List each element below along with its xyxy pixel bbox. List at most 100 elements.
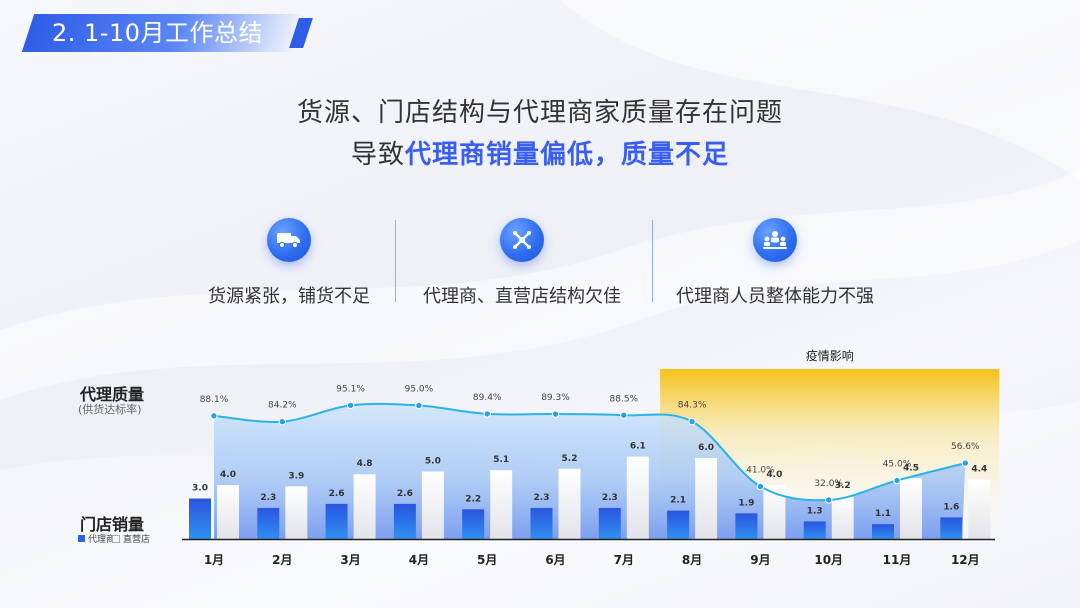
quality-point-label: 45.0% <box>883 460 912 470</box>
agent-bar <box>940 517 963 539</box>
quality-point-label: 88.5% <box>610 394 639 404</box>
month-tick-label: 3月 <box>340 553 360 567</box>
quality-point <box>415 401 423 410</box>
direct-bar <box>968 479 991 539</box>
quality-point <box>825 496 833 504</box>
agent-bar <box>803 521 826 539</box>
quality-point-label: 84.3% <box>678 401 707 411</box>
quality-point <box>551 410 560 418</box>
direct-bar <box>626 456 649 539</box>
feature-label: 代理商、直营店结构欠佳 <box>423 286 621 307</box>
truck-icon <box>267 218 311 262</box>
agent-bar-label: 2.6 <box>397 489 413 499</box>
agent-bar-label: 2.1 <box>670 496 686 506</box>
month-tick-label: 11月 <box>883 553 912 567</box>
agent-bar-label: 3.0 <box>192 484 208 494</box>
agent-bar <box>530 507 553 539</box>
agent-bar-label: 2.3 <box>602 493 618 503</box>
agent-bar <box>667 510 690 539</box>
quality-point <box>210 412 218 420</box>
agent-bar-label: 1.9 <box>738 498 754 508</box>
direct-bar-label: 4.5 <box>903 463 919 473</box>
headline-line1: 货源、门店结构与代理商家质量存在问题 <box>296 98 783 128</box>
quality-point <box>483 410 491 418</box>
quality-point <box>688 417 696 426</box>
direct-bar <box>490 470 513 539</box>
feature-divider <box>652 220 653 302</box>
quality-point-label: 84.2% <box>268 401 297 411</box>
month-tick-label: 1月 <box>204 553 224 567</box>
direct-bar <box>695 458 718 539</box>
quality-point-label: 89.4% <box>473 393 502 403</box>
sales-row-label: 门店销量 <box>80 515 145 534</box>
month-tick-label: 10月 <box>814 553 843 567</box>
direct-bar <box>831 495 854 539</box>
agent-bar-label: 2.3 <box>260 493 276 503</box>
quality-row-sublabel: (供货达标率) <box>78 403 142 416</box>
direct-bar-label: 4.4 <box>971 465 987 475</box>
agent-bar <box>393 503 416 539</box>
feature-supply: 货源紧张，铺货不足 <box>159 218 419 308</box>
month-tick-label: 4月 <box>409 553 429 567</box>
direct-bar-label: 4.8 <box>357 459 373 469</box>
headline-highlight: 代理商销量偏低，质量不足 <box>405 140 730 170</box>
feature-team: 代理商人员整体能力不强 <box>645 218 905 308</box>
month-tick-label: 5月 <box>477 553 497 567</box>
direct-bar-label: 5.0 <box>425 457 441 467</box>
feature-label: 代理商人员整体能力不强 <box>676 286 874 307</box>
page-title: 2. 1-10月工作总结 <box>52 19 263 47</box>
headline-line2: 导致代理商销量偏低，质量不足 <box>0 134 1080 171</box>
month-tick-label: 12月 <box>951 553 980 567</box>
quality-point-label: 89.3% <box>541 393 570 403</box>
direct-bar <box>763 485 786 539</box>
month-tick-label: 7月 <box>614 553 634 567</box>
quality-sales-chart: 疫情影响 88.1% 84.2% 95.1% 95.0% 89.4% 89.3% 88.5%… <box>182 348 1000 567</box>
quality-line <box>213 402 966 502</box>
agent-bar-label: 1.1 <box>875 509 891 519</box>
agent-bar-label: 1.6 <box>943 502 959 512</box>
feature-divider <box>395 220 396 302</box>
agent-bar-label: 2.2 <box>465 494 481 504</box>
direct-bar <box>285 486 308 539</box>
direct-bar-label: 3.2 <box>835 481 851 491</box>
quality-point <box>346 401 355 410</box>
direct-bar-label: 5.1 <box>493 455 509 465</box>
structure-icon <box>500 218 544 262</box>
quality-point-label: 95.0% <box>405 385 434 395</box>
quality-point <box>961 459 969 467</box>
agent-bar <box>735 513 758 539</box>
direct-bar <box>558 468 581 539</box>
month-tick-label: 8月 <box>682 553 702 567</box>
team-icon <box>753 218 797 262</box>
quality-point-label: 95.1% <box>336 384 365 394</box>
direct-bar-label: 6.0 <box>698 443 714 453</box>
quality-point <box>278 418 286 426</box>
feature-structure: 代理商、直营店结构欠佳 <box>392 218 652 308</box>
month-tick-label: 2月 <box>272 553 292 567</box>
legend-direct: 直营店 <box>112 532 150 545</box>
feature-label: 货源紧张，铺货不足 <box>208 286 370 307</box>
agent-bar <box>872 524 894 539</box>
quality-point-label: 32.0% <box>814 479 843 489</box>
agent-bar-label: 2.6 <box>329 489 345 499</box>
quality-point-label: 88.1% <box>200 395 229 405</box>
direct-bar <box>421 471 444 539</box>
legend-direct-swatch <box>112 534 120 543</box>
legend-agent: 代理商 <box>78 532 115 545</box>
month-tick-label: 6月 <box>545 553 565 567</box>
quality-point <box>620 411 628 419</box>
legend-agent-swatch <box>78 535 85 542</box>
agent-bar-label: 2.3 <box>534 493 550 503</box>
legend-agent-label: 代理商 <box>88 535 116 545</box>
direct-bar-label: 5.2 <box>562 454 578 464</box>
direct-bar-label: 3.9 <box>288 471 304 481</box>
agent-bar <box>257 507 280 539</box>
quality-point-label: 41.0% <box>746 466 775 476</box>
epidemic-impact-label: 疫情影响 <box>806 348 854 363</box>
quality-point <box>756 482 765 491</box>
headline-prefix: 导致 <box>350 140 405 170</box>
agent-bar <box>189 498 211 539</box>
direct-bar <box>353 474 376 539</box>
legend-direct-label: 直营店 <box>123 535 151 545</box>
agent-bar <box>325 503 348 539</box>
